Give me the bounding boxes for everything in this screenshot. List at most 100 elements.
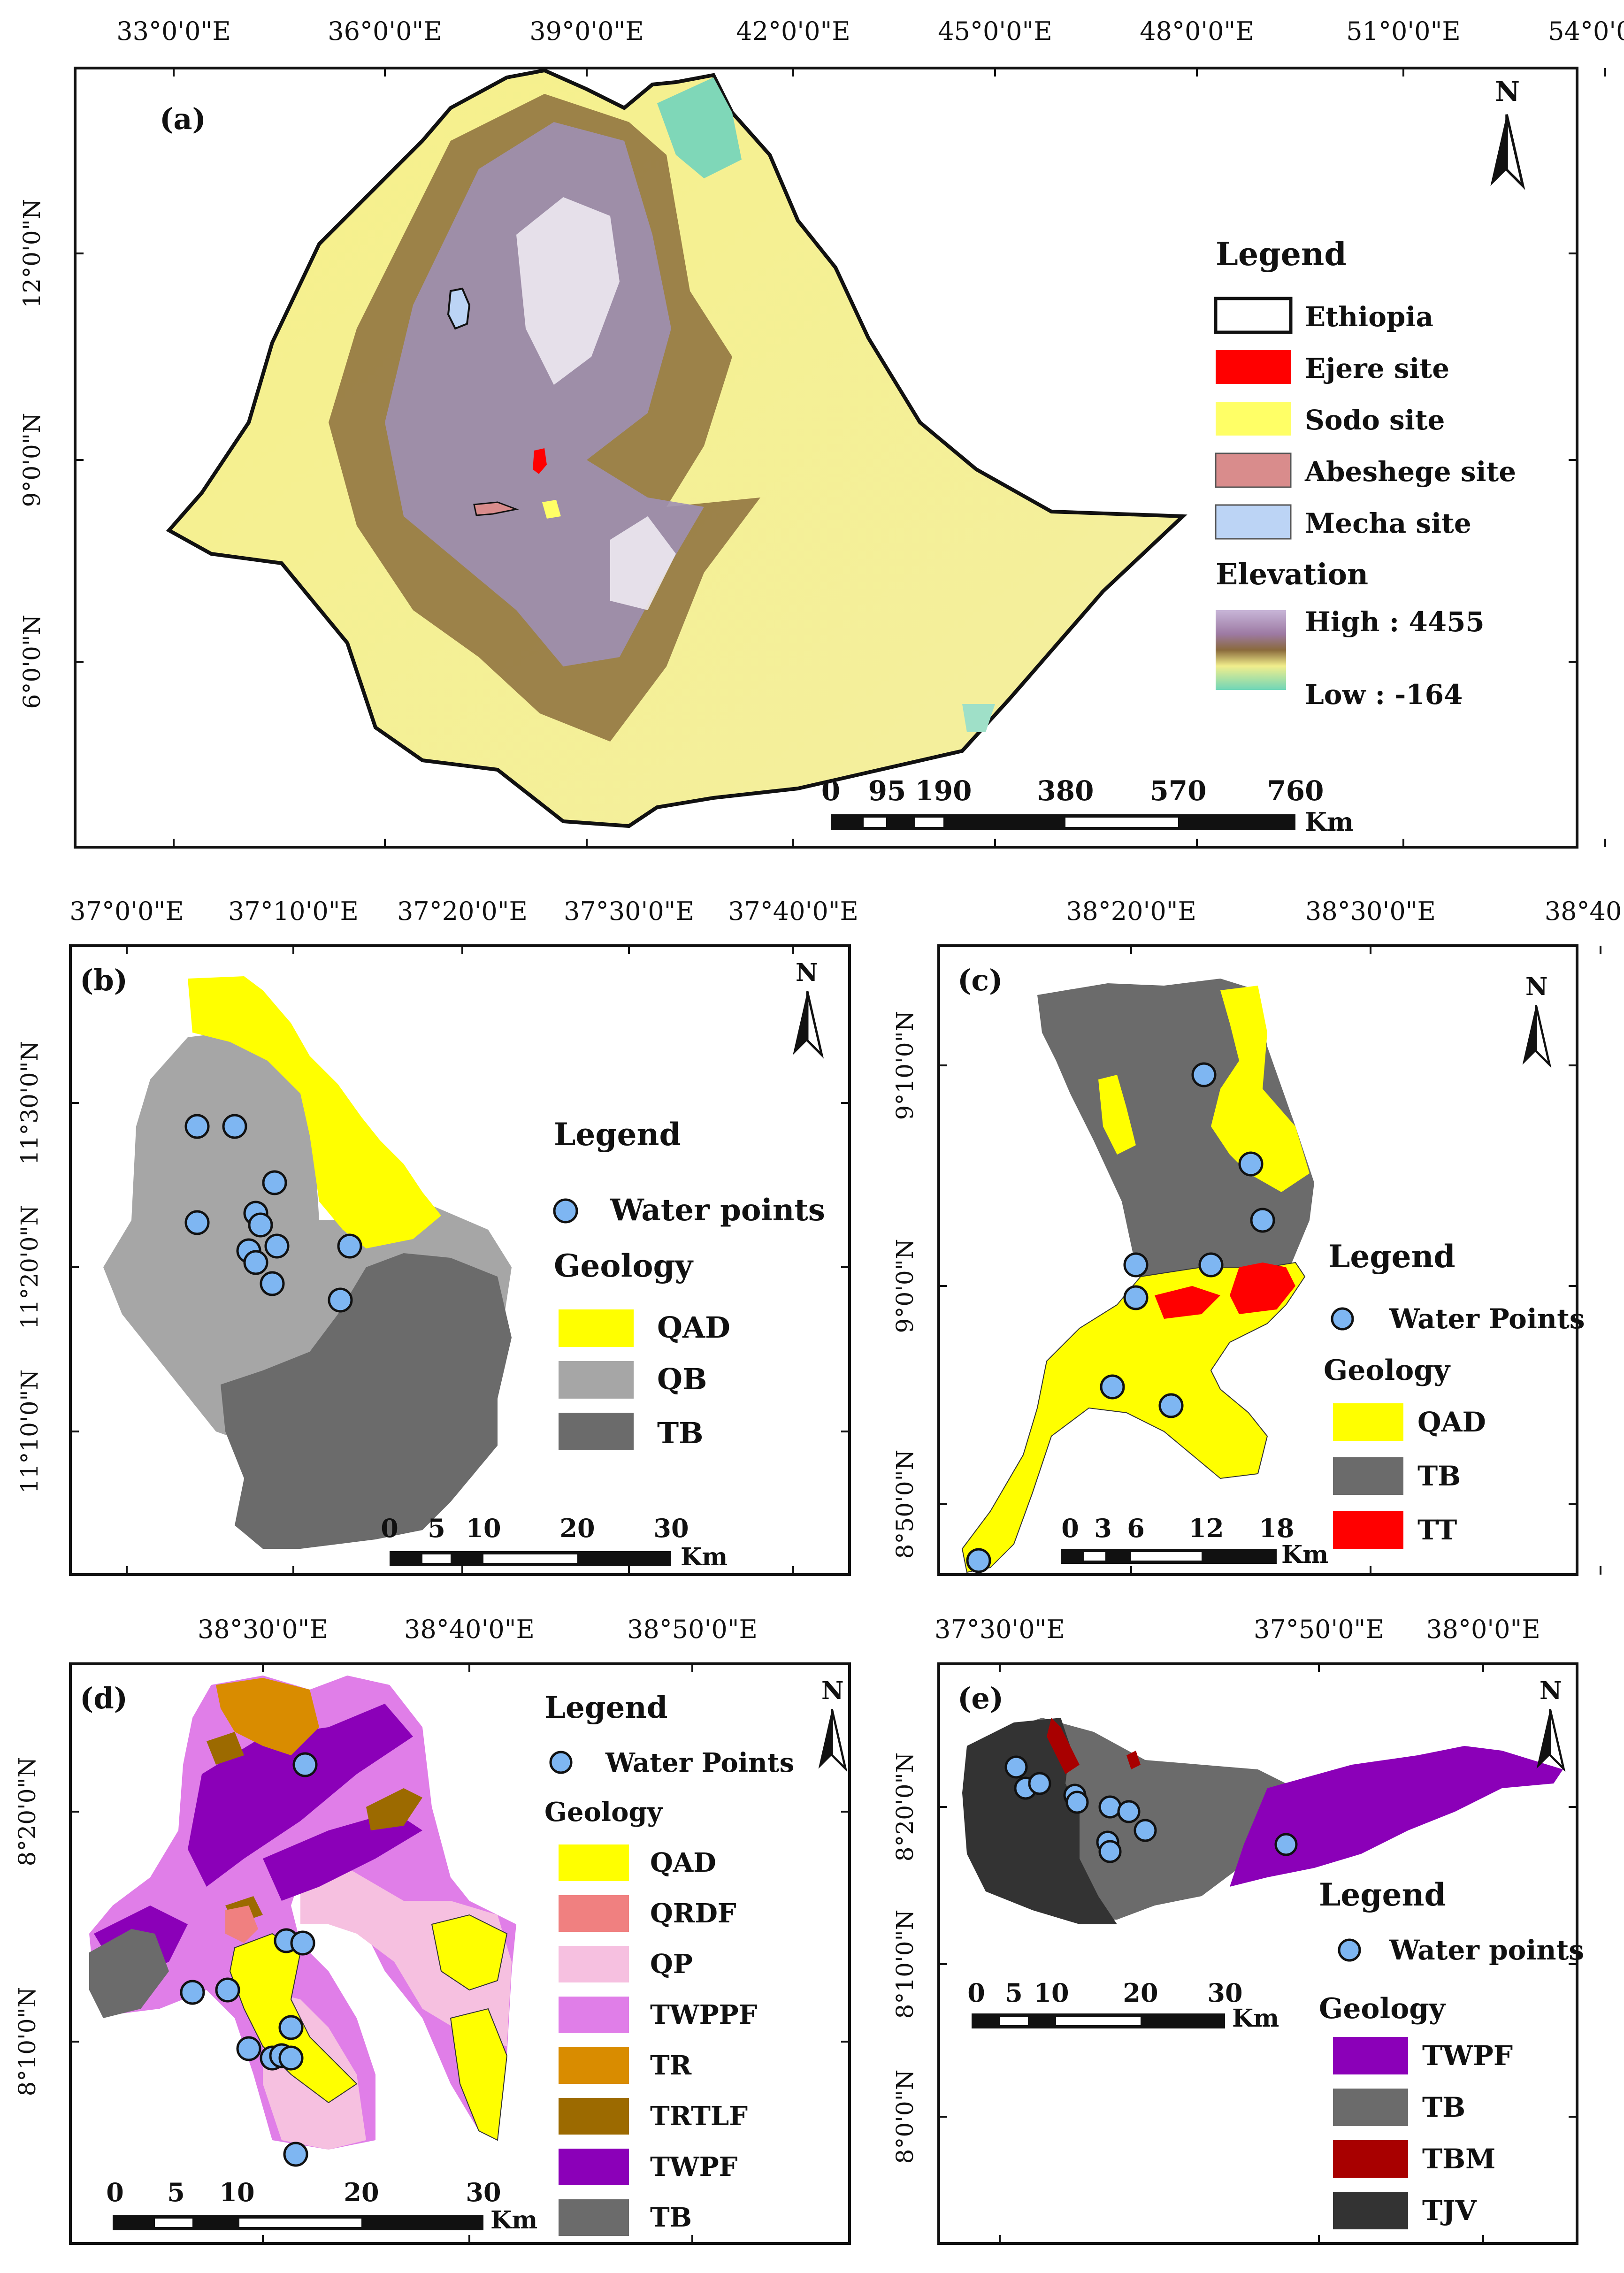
legend-title: Legend [1216, 236, 1347, 273]
unit-qad-patch [1211, 986, 1310, 1192]
lat-tick-label: 8°50'0"N [891, 1450, 919, 1559]
scale-tick-label: 0 [106, 2177, 124, 2207]
water-point [184, 1114, 210, 1139]
scale-tick-label: 30 [653, 1513, 689, 1543]
lon-tick-label: 37°10'0"E [228, 896, 359, 926]
legend-swatch-qrdf [559, 1895, 629, 1932]
elevation-ramp [1216, 610, 1286, 690]
lat-tick-label: 6°0'0"N [18, 615, 46, 709]
scale-tick-label: 6 [1127, 1513, 1145, 1543]
water-point [966, 1548, 991, 1573]
legend-label-points: Water Points [1389, 1303, 1585, 1335]
legend-title: Legend [544, 1690, 667, 1725]
panel-a-lat-ticks: 12°0'0"N 9°0'0"N 6°0'0"N [18, 199, 1577, 709]
water-point [1274, 1833, 1298, 1856]
legend-label-points: Water Points [605, 1747, 794, 1778]
abeshege-site [473, 501, 519, 516]
unit-tb [89, 1929, 169, 2018]
panel-c-north-arrow: N [1523, 972, 1550, 1064]
water-point-icon [549, 1751, 573, 1774]
scale-unit: Km [490, 2206, 537, 2235]
unit-tr [216, 1678, 319, 1755]
legend-swatch-twpf [559, 2149, 629, 2185]
ejere-site [533, 448, 547, 474]
legend-label-tb: TB [650, 2202, 692, 2233]
scale-tick-label: 5 [428, 1513, 445, 1543]
lon-tick-label: 38°20'0"E [1066, 896, 1196, 926]
lat-tick-label: 9°10'0"N [891, 1011, 919, 1120]
legend-swatch-tb [559, 1413, 634, 1450]
legend-geology: Geology [554, 1247, 694, 1284]
legend-label-twppf: TWPPF [650, 1999, 758, 2030]
legend-geology: Geology [1319, 1992, 1446, 2025]
lon-tick-label: 45°0'0"E [938, 16, 1052, 46]
panel-a-scalebar: 0 95 190 380 570 760 Km [821, 775, 1354, 837]
scale-tick-label: 18 [1259, 1513, 1294, 1543]
panel-e-lon-ticks: 37°30'0"E 37°50'0"E 38°0'0"E [935, 1615, 1540, 2243]
lon-tick-label: 38°40'0"E [404, 1615, 535, 1644]
water-point [180, 1980, 205, 2005]
unit-twpf [94, 1704, 422, 1981]
panel-b-map [103, 976, 512, 1549]
scale-tick-label: 10 [466, 1513, 501, 1543]
legend-label-tr: TR [650, 2050, 692, 2081]
lon-tick-label: 48°0'0"E [1140, 16, 1254, 46]
lon-tick-label: 38°50'0"E [627, 1615, 758, 1644]
lon-tick-label: 42°0'0"E [736, 16, 850, 46]
panel-a-lon-ticks: 33°0'0"E 36°0'0"E 39°0'0"E 42°0'0"E 45°0'0"E… [116, 16, 1624, 847]
panel-c-scalebar: 0 3 6 12 18 Km [1061, 1513, 1328, 1569]
water-point [1250, 1208, 1275, 1233]
legend-swatch-tt [1333, 1511, 1403, 1549]
panel-b-water-points [184, 1114, 362, 1313]
panel-b-legend: Legend Water points Geology QAD QB TB [553, 1116, 825, 1450]
panel-a-legend: Legend Ethiopia Ejere site Sodo site Abe… [1214, 236, 1516, 711]
legend-swatch-qb [559, 1361, 634, 1399]
panel-b: 37°0'0"E 37°10'0"E 37°20'0"E 37°30'0"E 37°40… [16, 896, 858, 1576]
afar-lowland [657, 77, 742, 178]
water-point [262, 1170, 287, 1195]
unit-trtlf [207, 1732, 422, 1924]
scale-tick-label: 0 [967, 1978, 985, 2008]
legend-title: Legend [554, 1116, 681, 1153]
scale-bar-segment [1084, 1552, 1105, 1561]
panel-b-scalebar: 0 5 10 20 30 Km [381, 1513, 728, 1571]
scale-tick-label: 0 [381, 1513, 398, 1543]
panel-d-lat-ticks: 8°20'0"N 8°10'0"N [14, 1757, 850, 2096]
scale-bar-segment [864, 818, 886, 827]
legend-swatch-tbm [1333, 2140, 1408, 2178]
lon-tick-label: 51°0'0"E [1346, 16, 1461, 46]
panel-d-legend: Legend Water Points Geology QAD QRDF QP TWP… [544, 1690, 794, 2236]
water-point [337, 1233, 362, 1259]
water-point [1100, 1374, 1125, 1400]
panel-e-map [962, 1718, 1563, 1924]
legend-elevation-title: Elevation [1216, 557, 1368, 591]
legend-swatch-qp [559, 1946, 629, 1982]
north-label: N [1525, 972, 1548, 1001]
north-label: N [1495, 76, 1520, 107]
lon-tick-label: 38°40'0" [1545, 896, 1624, 926]
panel-c-tag: (c) [958, 963, 1003, 997]
scale-bar-segment [915, 818, 943, 827]
legend-label-qad: QAD [650, 1847, 716, 1878]
legend-swatch-twppf [559, 1997, 629, 2033]
elevation-high-label: High : 4455 [1305, 606, 1485, 638]
scale-labels: 0 5 10 20 30 [106, 2177, 501, 2207]
legend-swatch-qad [559, 1844, 629, 1881]
scale-labels: 0 3 6 12 18 [1061, 1513, 1294, 1543]
sodo-site [542, 500, 561, 519]
water-point-icon [1331, 1307, 1354, 1331]
legend-units: QAD QRDF QP TWPPF TR TRTLF TWPF TB [559, 1844, 758, 2236]
panel-e-scalebar: 0 5 10 20 30 Km [967, 1978, 1279, 2033]
water-point [1238, 1151, 1264, 1177]
legend-swatch-trtlf [559, 2098, 629, 2135]
panel-e-tag: (e) [958, 1681, 1004, 1715]
lon-tick-label: 38°30'0"E [198, 1615, 328, 1644]
panel-e-lat-ticks: 8°20'0"N 8°10'0"N 8°0'0"N [891, 1753, 1577, 2164]
legend-label-qb: QB [657, 1362, 707, 1396]
panel-d: 38°30'0"E 38°40'0"E 38°50'0"E 8°20'0"N 8°10… [14, 1615, 851, 2245]
legend-label-qad: QAD [657, 1310, 730, 1345]
scale-tick-label: 10 [219, 2177, 254, 2207]
legend-geology: Geology [544, 1797, 663, 1828]
scale-tick-label: 5 [167, 2177, 185, 2207]
